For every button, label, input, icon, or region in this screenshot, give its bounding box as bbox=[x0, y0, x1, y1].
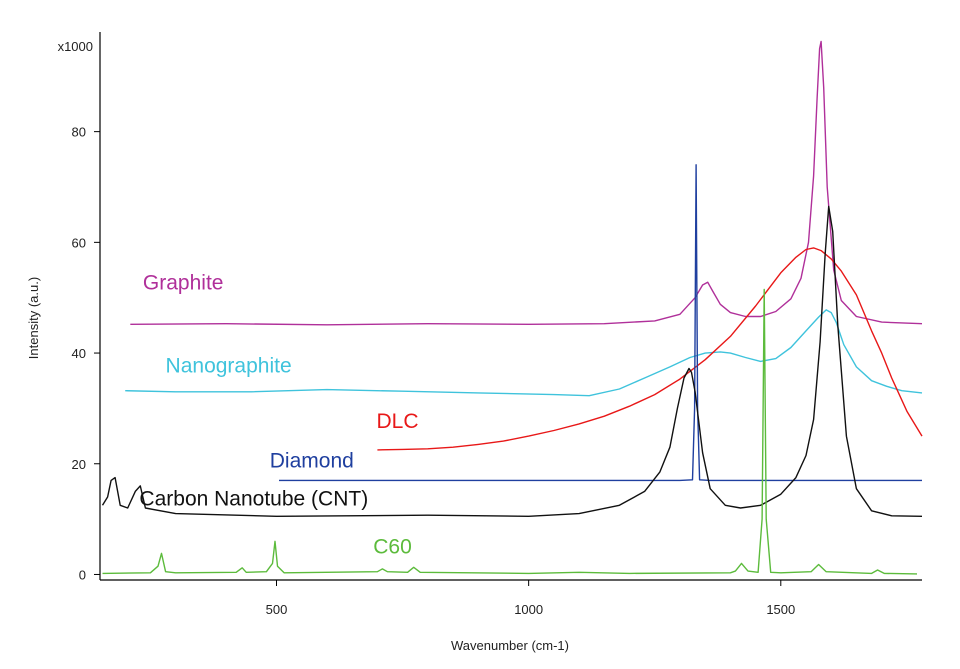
series-line-graphite bbox=[130, 40, 923, 326]
y-multiplier-label: x1000 bbox=[58, 39, 93, 54]
x-tick-label: 1000 bbox=[514, 602, 543, 617]
series-label-nanographite: Nanographite bbox=[166, 354, 292, 377]
x-tick-label: 1500 bbox=[766, 602, 795, 617]
x-tick-label: 500 bbox=[266, 602, 288, 617]
y-axis-label: Intensity (a.u.) bbox=[26, 277, 41, 359]
series-label-dlc: DLC bbox=[377, 410, 419, 433]
series-label-diamond: Diamond bbox=[270, 450, 354, 473]
series-line-carbon-nanotube-cnt bbox=[101, 205, 923, 517]
axes-layer bbox=[99, 32, 922, 581]
y-tick-label: 0 bbox=[79, 567, 86, 582]
series-label-c60: C60 bbox=[373, 535, 412, 558]
y-tick-label: 40 bbox=[72, 346, 86, 361]
series-label-carbon-nanotube-cnt: Carbon Nanotube (CNT) bbox=[139, 487, 368, 510]
y-tick-label: 80 bbox=[72, 125, 86, 140]
series-label-graphite: Graphite bbox=[143, 271, 224, 294]
y-tick-label: 60 bbox=[72, 235, 86, 250]
x-axis-label: Wavenumber (cm-1) bbox=[451, 638, 569, 653]
y-tick-label: 20 bbox=[72, 457, 86, 472]
ticks-layer: 500 1000 1500 0 20 40 60 80 bbox=[72, 125, 796, 617]
series-line-dlc bbox=[377, 247, 923, 451]
series-layer bbox=[101, 40, 923, 575]
series-line-diamond bbox=[279, 164, 922, 482]
series-line-c60 bbox=[102, 288, 918, 575]
series-line-nanographite bbox=[125, 309, 923, 397]
labels-layer: Graphite Nanographite DLC Diamond Carbon Nan… bbox=[139, 271, 418, 558]
